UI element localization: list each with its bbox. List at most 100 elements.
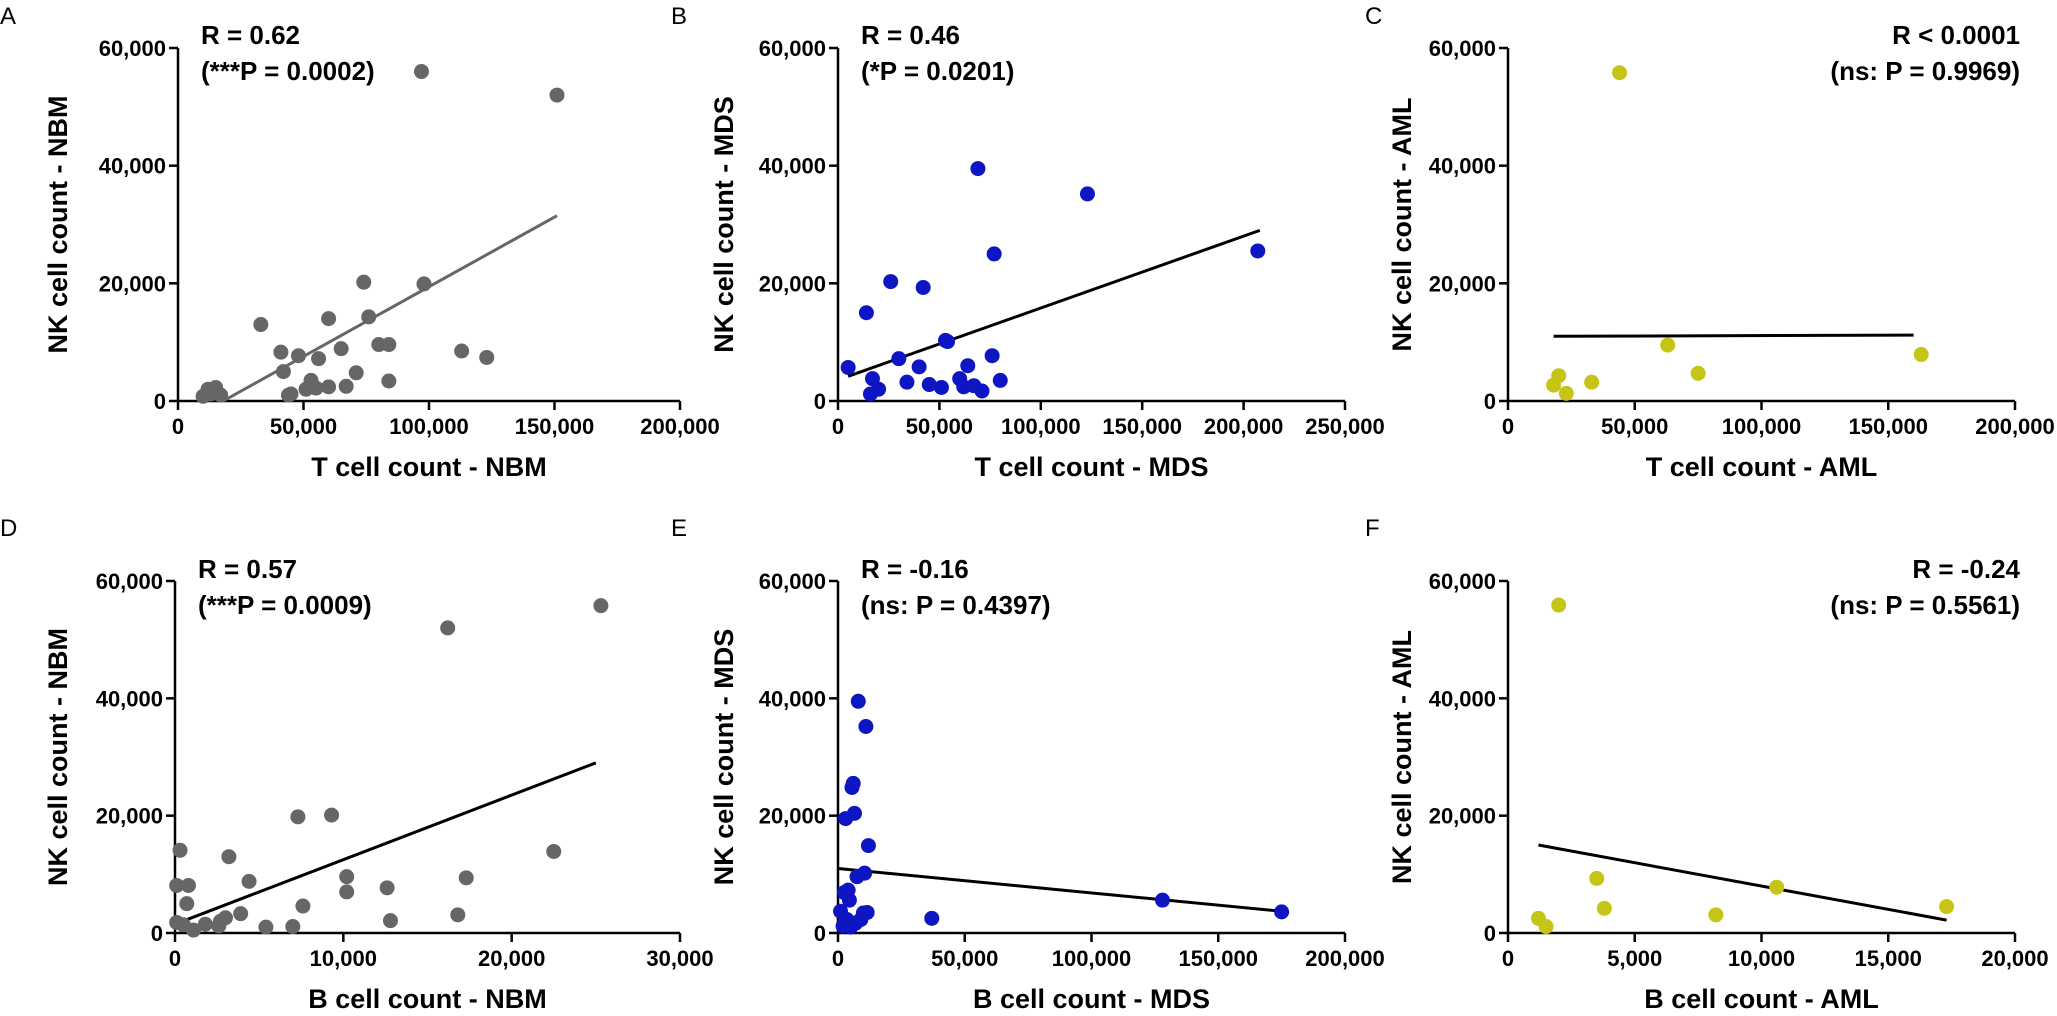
data-point	[213, 387, 229, 403]
x-tick-label: 0	[169, 946, 181, 971]
data-point	[273, 344, 289, 360]
panel-letter: A	[0, 3, 16, 30]
data-point	[324, 807, 340, 823]
regression-line	[837, 866, 1282, 913]
x-tick-label: 10,000	[310, 946, 377, 971]
x-tick-label: 200,000	[640, 414, 720, 439]
data-point	[858, 305, 874, 321]
y-tick-label: 40,000	[1429, 686, 1496, 711]
data-point	[911, 359, 927, 375]
panel-c: C R < 0.0001 (ns: P = 0.9969) T cell cou…	[1365, 3, 2055, 482]
data-point	[1690, 365, 1706, 381]
data-point	[1589, 870, 1605, 886]
correlation-r: R = -0.16	[861, 554, 969, 584]
data-point	[891, 351, 907, 367]
correlation-r: R = 0.57	[198, 554, 297, 584]
x-tick-label: 100,000	[389, 414, 469, 439]
data-point	[479, 349, 495, 365]
data-point	[450, 907, 466, 923]
y-tick-label: 0	[814, 921, 826, 946]
x-tick-label: 50,000	[906, 414, 973, 439]
regression-line	[1553, 333, 1914, 338]
p-value: (***P = 0.0002)	[201, 56, 375, 86]
panel-letter: B	[671, 3, 687, 30]
x-tick-label: 200,000	[1975, 414, 2055, 439]
data-point	[921, 377, 937, 393]
x-tick-label: 0	[832, 946, 844, 971]
y-tick-label: 60,000	[759, 36, 826, 61]
data-point	[1558, 385, 1574, 401]
y-tick-label: 40,000	[759, 154, 826, 179]
data-point	[348, 365, 364, 381]
x-tick-label: 250,000	[1305, 414, 1385, 439]
data-point	[197, 916, 213, 932]
regression-line	[847, 228, 1261, 378]
data-point	[169, 877, 185, 893]
data-point	[339, 869, 355, 885]
x-tick-label: 150,000	[1848, 414, 1928, 439]
x-tick-label: 0	[172, 414, 184, 439]
data-point	[321, 379, 337, 395]
panel-d: D R = 0.57 (***P = 0.0009) B cell count …	[0, 515, 714, 1014]
y-tick-label: 60,000	[1429, 569, 1496, 594]
data-point	[275, 364, 291, 380]
correlation-r: R = -0.24	[1912, 554, 2020, 584]
x-tick-label: 20,000	[1981, 946, 2048, 971]
panel-f: F R = -0.24 (ns: P = 0.5561) B cell coun…	[1365, 515, 2049, 1014]
data-point	[172, 842, 188, 858]
data-point	[241, 873, 257, 889]
data-point	[339, 884, 355, 900]
p-value: (ns: P = 0.4397)	[861, 590, 1051, 620]
regression-line	[1538, 843, 1947, 922]
x-tick-label: 150,000	[515, 414, 595, 439]
y-tick-label: 60,000	[96, 569, 163, 594]
correlation-r: R = 0.62	[201, 20, 300, 50]
data-point	[321, 311, 337, 327]
x-axis-label: B cell count - NBM	[308, 984, 547, 1014]
data-point	[338, 378, 354, 394]
y-tick-label: 60,000	[1429, 36, 1496, 61]
y-tick-label: 20,000	[99, 271, 166, 296]
p-value: (ns: P = 0.9969)	[1830, 56, 2020, 86]
x-tick-label: 150,000	[1102, 414, 1182, 439]
data-point	[413, 64, 429, 80]
data-point	[1551, 597, 1567, 613]
x-axis-label: T cell count - NBM	[311, 452, 547, 482]
y-axis-label: NK cell count - NBM	[43, 95, 73, 353]
x-axis-label: T cell count - MDS	[974, 452, 1208, 482]
x-axis-label: B cell count - MDS	[973, 984, 1210, 1014]
y-tick-label: 60,000	[99, 36, 166, 61]
y-tick-label: 40,000	[1429, 154, 1496, 179]
data-point	[883, 274, 899, 290]
data-point	[382, 913, 398, 929]
data-point	[860, 838, 876, 854]
x-tick-label: 0	[832, 414, 844, 439]
x-tick-label: 0	[1502, 414, 1514, 439]
y-tick-label: 0	[814, 389, 826, 414]
data-point	[1079, 186, 1095, 202]
y-tick-label: 40,000	[759, 686, 826, 711]
data-point	[308, 380, 324, 396]
data-point	[986, 246, 1002, 262]
data-point	[970, 161, 986, 177]
data-point	[933, 379, 949, 395]
data-point	[186, 922, 202, 938]
data-point	[549, 87, 565, 103]
data-point	[992, 372, 1008, 388]
data-point	[218, 910, 233, 926]
x-tick-label: 100,000	[1052, 946, 1132, 971]
x-tick-label: 15,000	[1855, 946, 1922, 971]
x-axis-label: B cell count - AML	[1644, 984, 1879, 1014]
data-point	[290, 809, 306, 825]
data-point	[546, 843, 562, 859]
data-point	[1538, 919, 1554, 935]
y-axis-label: NK cell count - MDS	[709, 96, 739, 353]
data-point	[381, 337, 397, 353]
data-point	[1596, 900, 1612, 916]
y-tick-label: 40,000	[99, 154, 166, 179]
data-point	[416, 276, 432, 292]
data-point	[1612, 65, 1628, 81]
x-tick-label: 5,000	[1607, 946, 1662, 971]
data-point	[1584, 374, 1600, 390]
